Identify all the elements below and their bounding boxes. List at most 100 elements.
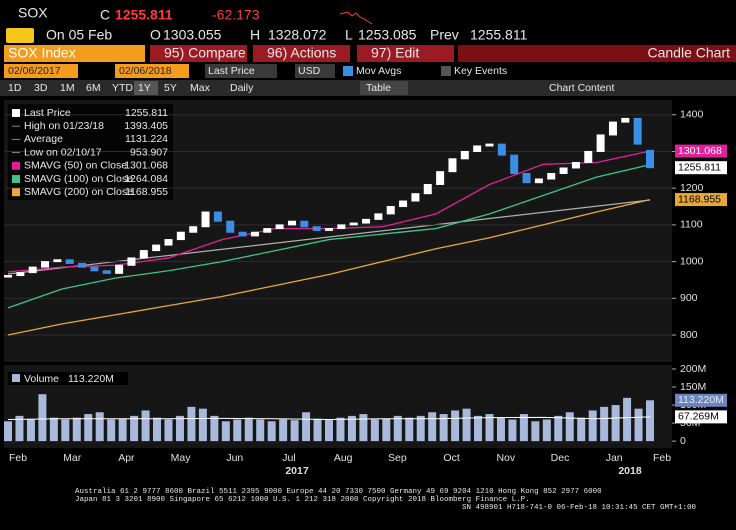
low-label: L xyxy=(345,27,353,43)
x-tick-label: Feb xyxy=(9,452,27,464)
icon[interactable] xyxy=(6,28,34,43)
footer-line: SN 498901 H718-741-0 06-Feb-18 10:31:45 … xyxy=(462,504,697,512)
moving-average xyxy=(7,164,651,309)
security-box[interactable] xyxy=(4,45,145,62)
volume-bar xyxy=(428,412,437,442)
end-date: 02/06/2018 xyxy=(119,65,172,77)
volume-bar xyxy=(370,419,379,442)
checkbox[interactable] xyxy=(441,66,451,76)
candle xyxy=(399,200,408,208)
volume-bar xyxy=(611,405,620,442)
volume-bar xyxy=(141,410,150,442)
legend-name: Low on 02/10/17 xyxy=(24,146,102,158)
sparkline xyxy=(339,11,373,25)
x-tick-label: Apr xyxy=(118,452,135,464)
volume-bar xyxy=(107,419,116,442)
ticker: SOX xyxy=(18,5,48,21)
candle xyxy=(287,220,296,226)
legend-name: Volume xyxy=(24,373,59,385)
volume-bar xyxy=(496,417,505,442)
key-events: Key Events xyxy=(454,65,507,77)
field: Last Price xyxy=(208,65,255,77)
volume-bar xyxy=(164,419,173,442)
button[interactable] xyxy=(357,45,454,62)
period[interactable]: Daily xyxy=(230,82,254,94)
open: 1303.055 xyxy=(163,27,222,43)
volume-bar xyxy=(508,419,517,442)
y-tick-label: 1100 xyxy=(680,219,703,231)
candle xyxy=(263,228,272,233)
candle xyxy=(4,275,12,278)
candle xyxy=(250,231,259,237)
start-date-box[interactable] xyxy=(4,64,78,78)
button[interactable] xyxy=(150,45,247,62)
volume-bar xyxy=(382,418,391,442)
legend-value: 1393.405 xyxy=(124,120,168,132)
x-tick-label: Sep xyxy=(388,452,407,464)
volume-bar xyxy=(474,415,483,442)
legend-name: SMAVG (200) on Close xyxy=(24,186,133,198)
candle xyxy=(337,224,346,230)
open-label: O xyxy=(150,27,161,43)
volume-bar xyxy=(244,417,253,442)
volume-bar xyxy=(359,414,368,442)
volume-bar xyxy=(72,417,81,442)
x-tick-label: Jan xyxy=(606,452,623,464)
volume-bar xyxy=(531,421,540,442)
candle xyxy=(646,149,654,169)
range[interactable]: 3D xyxy=(34,82,48,94)
range[interactable]: 1D xyxy=(8,82,22,94)
x-tick-label: Jun xyxy=(226,452,243,464)
volume-bar xyxy=(519,414,528,442)
range[interactable]: YTD xyxy=(112,82,133,94)
volume-bar xyxy=(600,406,609,442)
candle xyxy=(571,161,580,169)
button[interactable] xyxy=(253,45,350,62)
range[interactable]: Max xyxy=(190,82,211,94)
field-box[interactable] xyxy=(205,64,277,78)
candle xyxy=(621,117,630,123)
x-tick-label: Nov xyxy=(496,452,515,464)
range[interactable]: 1M xyxy=(60,82,75,94)
volume-bar xyxy=(302,412,311,442)
checkbox[interactable] xyxy=(343,66,353,76)
volume-bar xyxy=(451,410,460,442)
value-box-label: 1168.955 xyxy=(678,193,721,205)
volume-bar xyxy=(565,412,574,442)
volume-bar xyxy=(84,414,93,442)
y-tick-label: 200M xyxy=(680,363,706,375)
candle xyxy=(164,239,173,246)
x-tick-label: Dec xyxy=(551,452,570,464)
y-tick-label: 900 xyxy=(680,292,698,304)
legend-value: 1255.811 xyxy=(125,107,168,119)
range[interactable]: 5Y xyxy=(164,82,177,94)
value-box-label: 67.269M xyxy=(678,411,719,423)
value-box-label: 113.220M xyxy=(678,394,724,406)
volume-bar xyxy=(554,415,563,442)
candle xyxy=(349,222,358,226)
x-tick-label: Mar xyxy=(63,452,82,464)
date: On 05 Feb xyxy=(46,27,112,43)
volume-bar xyxy=(623,397,632,442)
legend-swatch xyxy=(12,161,20,170)
currency-box[interactable] xyxy=(295,64,335,78)
volume-bar xyxy=(175,415,184,442)
y-tick-label: 1200 xyxy=(680,182,704,194)
end-date-box[interactable] xyxy=(115,64,189,78)
chart-content[interactable]: Chart Content xyxy=(549,82,614,94)
mov-avgs: Mov Avgs xyxy=(356,65,401,77)
legend-name: Last Price xyxy=(24,107,71,119)
footer-line: Australia 61 2 9777 8600 Brazil 5511 239… xyxy=(75,488,602,496)
prev-label: Prev xyxy=(430,27,459,43)
legend-value: 1131.224 xyxy=(125,133,168,145)
candle xyxy=(189,226,198,233)
range[interactable]: 6M xyxy=(86,82,101,94)
range[interactable]: 1Y xyxy=(138,82,151,94)
high: 1328.072 xyxy=(268,27,327,43)
candle xyxy=(374,213,383,220)
candle xyxy=(16,272,25,277)
value-box xyxy=(675,193,727,207)
table-box[interactable] xyxy=(360,81,408,95)
volume-average xyxy=(7,416,651,420)
legend-name: Average xyxy=(24,133,63,145)
